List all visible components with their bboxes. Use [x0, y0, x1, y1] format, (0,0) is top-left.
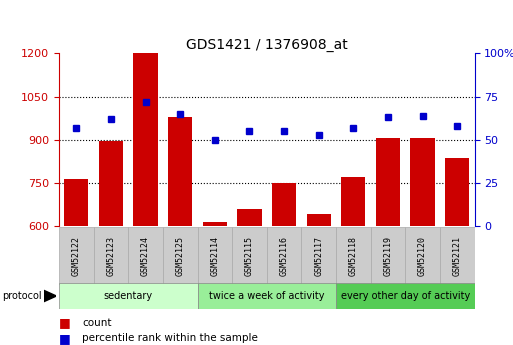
- Text: GSM52125: GSM52125: [175, 236, 185, 276]
- Bar: [440, 227, 475, 285]
- Bar: [301, 227, 336, 285]
- Text: GSM52120: GSM52120: [418, 236, 427, 276]
- Bar: [133, 53, 157, 226]
- Title: GDS1421 / 1376908_at: GDS1421 / 1376908_at: [186, 38, 348, 52]
- Bar: [405, 227, 440, 285]
- Text: GSM52119: GSM52119: [383, 236, 392, 276]
- Text: protocol: protocol: [3, 291, 42, 301]
- Bar: [410, 138, 435, 226]
- Bar: [64, 178, 88, 226]
- Text: GSM52114: GSM52114: [210, 236, 220, 276]
- Text: GSM52116: GSM52116: [280, 236, 289, 276]
- Bar: [128, 227, 163, 285]
- Bar: [445, 158, 469, 226]
- Bar: [59, 283, 198, 309]
- Bar: [336, 227, 370, 285]
- Bar: [307, 215, 331, 226]
- Text: every other day of activity: every other day of activity: [341, 291, 470, 301]
- Text: GSM52121: GSM52121: [452, 236, 462, 276]
- Bar: [59, 227, 93, 285]
- Text: count: count: [82, 318, 112, 327]
- Text: GSM52117: GSM52117: [314, 236, 323, 276]
- Bar: [336, 283, 475, 309]
- Text: GSM52115: GSM52115: [245, 236, 254, 276]
- Bar: [238, 209, 262, 226]
- Polygon shape: [44, 290, 56, 302]
- Text: GSM52123: GSM52123: [106, 236, 115, 276]
- Text: sedentary: sedentary: [104, 291, 153, 301]
- Text: ■: ■: [59, 332, 71, 345]
- Bar: [232, 227, 267, 285]
- Text: twice a week of activity: twice a week of activity: [209, 291, 325, 301]
- Bar: [168, 117, 192, 226]
- Bar: [203, 221, 227, 226]
- Bar: [267, 227, 301, 285]
- Bar: [93, 227, 128, 285]
- Bar: [99, 141, 123, 226]
- Bar: [198, 227, 232, 285]
- Bar: [163, 227, 198, 285]
- Text: percentile rank within the sample: percentile rank within the sample: [82, 333, 258, 343]
- Text: GSM52118: GSM52118: [349, 236, 358, 276]
- Text: GSM52124: GSM52124: [141, 236, 150, 276]
- Text: GSM52122: GSM52122: [72, 236, 81, 276]
- Bar: [341, 177, 365, 226]
- Bar: [198, 283, 336, 309]
- Bar: [370, 227, 405, 285]
- Bar: [272, 184, 296, 226]
- Bar: [376, 138, 400, 226]
- Text: ■: ■: [59, 316, 71, 329]
